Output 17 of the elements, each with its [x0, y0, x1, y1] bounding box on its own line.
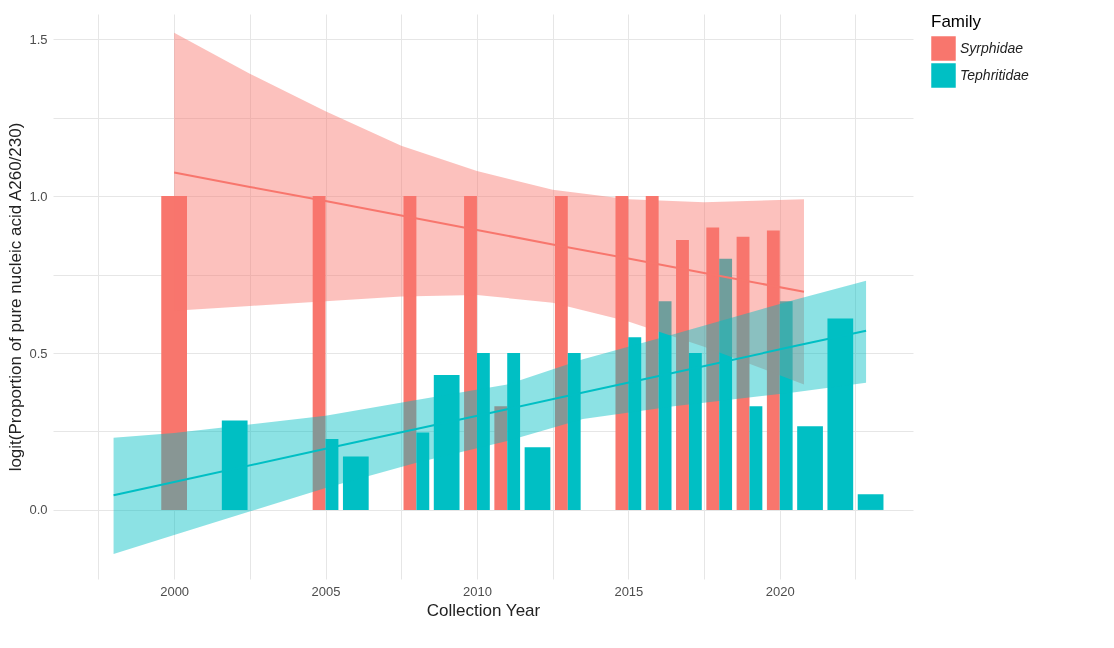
y-tick-label: 0.0	[29, 502, 48, 518]
bar	[416, 432, 430, 510]
legend-label: Syrphidae	[960, 39, 1024, 56]
x-tick-label: 2005	[311, 583, 341, 599]
y-tick-label: 0.5	[29, 345, 48, 361]
x-tick-label: 2000	[160, 583, 190, 599]
y-axis-title: logit(Proportion of pure nucleic acid A260/230)	[6, 122, 26, 472]
legend-title: Family	[931, 12, 982, 31]
bar	[494, 406, 508, 510]
x-tick-label: 2015	[614, 583, 644, 599]
y-tick-label: 1.5	[29, 31, 48, 47]
y-tick-label: 1.0	[29, 188, 48, 204]
x-tick-label: 2020	[765, 583, 795, 599]
x-axis-title: Collection Year	[426, 600, 541, 620]
x-tick-label: 2010	[462, 583, 492, 599]
bar	[749, 406, 763, 510]
legend-label: Tephritidae	[960, 66, 1029, 83]
